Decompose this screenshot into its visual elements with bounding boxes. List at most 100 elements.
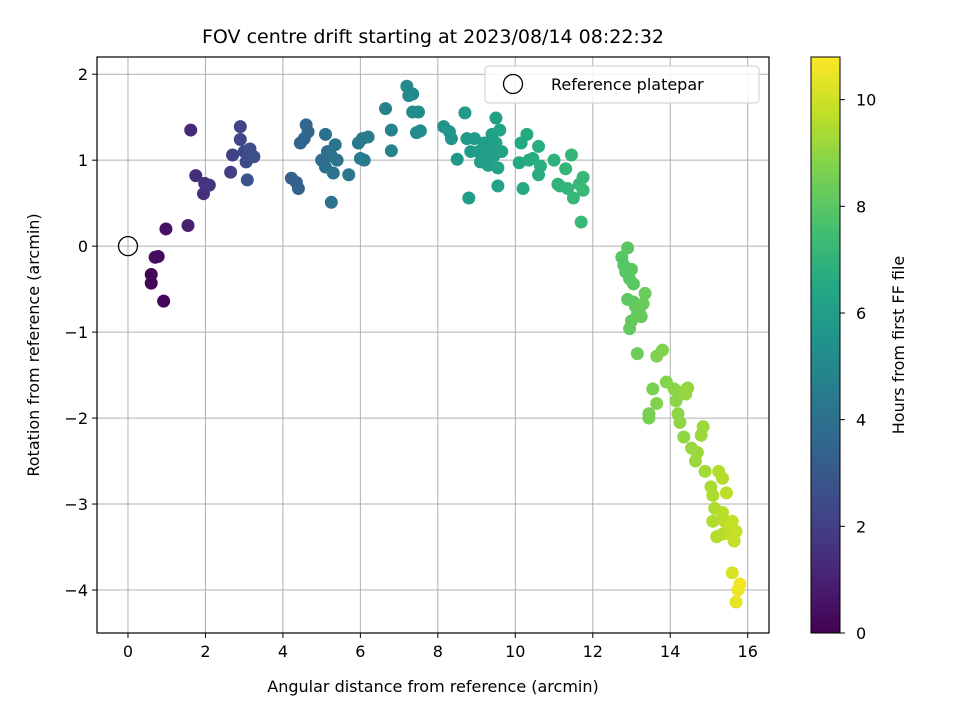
data-point bbox=[698, 464, 712, 478]
data-point bbox=[291, 182, 305, 196]
legend-marker-icon bbox=[502, 73, 524, 95]
data-point bbox=[379, 102, 393, 116]
data-point bbox=[226, 148, 240, 162]
data-point bbox=[144, 276, 158, 290]
x-tick-label: 0 bbox=[123, 642, 133, 661]
data-point bbox=[411, 105, 425, 119]
data-point bbox=[384, 123, 398, 137]
colorbar-tick-label: 4 bbox=[856, 411, 866, 430]
data-point bbox=[725, 514, 739, 528]
data-point bbox=[319, 127, 333, 141]
data-point bbox=[725, 566, 739, 580]
x-tick-label: 10 bbox=[505, 642, 525, 661]
data-point bbox=[566, 191, 580, 205]
colorbar-tick-label: 10 bbox=[856, 91, 876, 110]
colorbar-tick-label: 8 bbox=[856, 197, 866, 216]
legend-box bbox=[484, 65, 760, 104]
x-tick-label: 12 bbox=[583, 642, 603, 661]
data-point bbox=[159, 222, 173, 236]
data-point bbox=[716, 471, 730, 485]
reference-point bbox=[117, 235, 139, 257]
data-point bbox=[189, 169, 203, 183]
reference-marker bbox=[117, 235, 139, 257]
chart-title: FOV centre drift starting at 2023/08/14 … bbox=[202, 26, 664, 48]
data-point bbox=[630, 347, 644, 361]
data-point bbox=[576, 170, 590, 184]
data-point bbox=[638, 286, 652, 300]
x-tick-label: 8 bbox=[433, 642, 443, 661]
x-tick-label: 6 bbox=[355, 642, 365, 661]
data-point bbox=[330, 153, 344, 167]
x-tick-label: 4 bbox=[278, 642, 288, 661]
data-point bbox=[243, 142, 257, 156]
x-axis-ticks: 0 2 4 6 8 10 12 14 16 bbox=[123, 633, 758, 661]
data-point bbox=[574, 215, 588, 229]
data-point bbox=[532, 139, 546, 153]
data-point bbox=[673, 415, 687, 429]
plot-frame bbox=[96, 56, 770, 634]
data-point bbox=[444, 132, 458, 146]
data-point bbox=[681, 381, 695, 395]
legend-entry: Reference platepar bbox=[551, 75, 704, 94]
data-point bbox=[636, 297, 650, 311]
data-point bbox=[706, 514, 720, 528]
data-point bbox=[413, 124, 427, 138]
data-point bbox=[520, 127, 534, 141]
data-point bbox=[626, 277, 640, 291]
data-point bbox=[677, 430, 691, 444]
colorbar-tick-label: 0 bbox=[856, 624, 866, 643]
data-point bbox=[233, 133, 247, 147]
data-point bbox=[489, 111, 503, 125]
y-tick-label: 2 bbox=[78, 65, 88, 84]
x-tick-label: 16 bbox=[738, 642, 758, 661]
data-point bbox=[690, 445, 704, 459]
data-point bbox=[623, 322, 637, 336]
data-points bbox=[144, 79, 747, 609]
data-point bbox=[646, 382, 660, 396]
data-point bbox=[696, 420, 710, 434]
data-point bbox=[202, 178, 216, 192]
data-point bbox=[516, 182, 530, 196]
data-point bbox=[706, 488, 720, 502]
data-point bbox=[184, 123, 198, 137]
data-point bbox=[733, 577, 747, 591]
data-point bbox=[564, 148, 578, 162]
grid-lines bbox=[97, 57, 769, 633]
data-point bbox=[458, 106, 472, 120]
data-point bbox=[491, 161, 505, 175]
data-point bbox=[357, 153, 371, 167]
data-point bbox=[650, 396, 664, 410]
data-point bbox=[181, 219, 195, 233]
data-point bbox=[576, 183, 590, 197]
y-tick-label: −1 bbox=[64, 323, 88, 342]
data-point bbox=[324, 195, 338, 209]
data-point bbox=[634, 310, 648, 324]
data-point bbox=[493, 123, 507, 137]
colorbar-gradient bbox=[810, 56, 841, 634]
x-axis-label: Angular distance from reference (arcmin) bbox=[267, 677, 598, 696]
data-point bbox=[621, 241, 635, 255]
data-point bbox=[625, 262, 639, 276]
colorbar-ticks: 0 2 4 6 8 10 bbox=[840, 91, 876, 643]
data-point bbox=[328, 138, 342, 152]
data-point bbox=[729, 525, 743, 539]
legend: Reference platepar bbox=[484, 65, 760, 104]
data-point bbox=[406, 87, 420, 101]
data-point bbox=[559, 162, 573, 176]
data-point bbox=[642, 411, 656, 425]
data-point bbox=[301, 125, 315, 139]
colorbar-tick-label: 2 bbox=[856, 517, 866, 536]
y-axis-ticks: −4 −3 −2 −1 0 1 2 bbox=[64, 65, 97, 600]
data-point bbox=[240, 173, 254, 187]
data-point bbox=[326, 166, 340, 180]
data-point bbox=[157, 294, 171, 308]
data-point bbox=[361, 130, 375, 144]
data-point bbox=[655, 343, 669, 357]
data-point bbox=[547, 153, 561, 167]
data-point bbox=[450, 152, 464, 166]
data-point bbox=[468, 132, 482, 146]
data-point bbox=[224, 165, 238, 179]
data-point bbox=[561, 182, 575, 196]
data-point bbox=[533, 159, 547, 173]
